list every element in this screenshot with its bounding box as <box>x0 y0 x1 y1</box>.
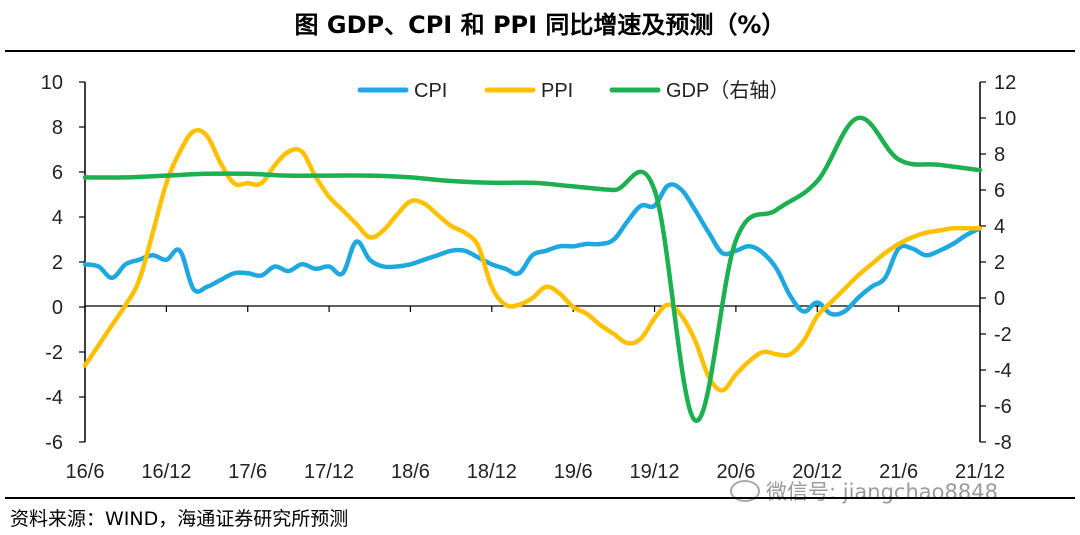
wechat-icon <box>730 480 760 502</box>
right-tick-label: 0 <box>994 288 1005 310</box>
x-tick-label: 17/12 <box>304 461 354 483</box>
left-tick-label: 4 <box>52 207 63 229</box>
x-tick-label: 18/12 <box>467 461 517 483</box>
right-tick-label: 4 <box>994 216 1005 238</box>
source-note: 资料来源：WIND，海通证券研究所预测 <box>10 508 349 530</box>
axes: -6 -4 -2 0 2 4 6 8 10 -8 -6 -4 -2 0 2 4 6 8 10 12 16/6 16/12 1… <box>41 72 1017 483</box>
x-tick-label: 16/6 <box>66 461 105 483</box>
x-tick-label: 16/12 <box>141 461 191 483</box>
x-tick-label: 21/12 <box>955 461 1005 483</box>
legend: CPI PPI GDP（右轴） <box>357 79 789 102</box>
x-tick-label: 18/6 <box>391 461 430 483</box>
watermark: 微信号: jiangchao8848 <box>730 476 998 506</box>
series-line-ppi <box>82 127 983 393</box>
x-tick-label: 19/12 <box>630 461 680 483</box>
left-tick-label: -2 <box>45 342 63 364</box>
right-tick-label: 8 <box>994 144 1005 166</box>
left-tick-label: -4 <box>45 387 63 409</box>
x-tick-label: 17/6 <box>228 461 267 483</box>
right-tick-label: -4 <box>994 360 1012 382</box>
legend-label-gdp右轴: GDP（右轴） <box>666 79 789 102</box>
x-tick-label: 20/12 <box>792 461 842 483</box>
left-tick-label: -6 <box>45 432 63 454</box>
right-tick-label: 12 <box>994 72 1016 94</box>
left-tick-label: 8 <box>52 117 63 139</box>
legend-label-cpi: CPI <box>414 80 447 102</box>
chart-title: 图 GDP、CPI 和 PPI 同比增速及预测（%） <box>294 11 786 39</box>
right-tick-label: 6 <box>994 180 1005 202</box>
left-tick-label: 0 <box>52 297 63 319</box>
x-tick-label: 20/6 <box>716 461 755 483</box>
left-tick-label: 10 <box>41 72 63 94</box>
title-divider <box>5 50 1075 52</box>
right-tick-label: -2 <box>994 324 1012 346</box>
left-tick-label: 2 <box>52 252 63 274</box>
series-lines <box>82 115 983 423</box>
right-tick-label: -8 <box>994 432 1012 454</box>
source-divider <box>5 497 1075 499</box>
legend-label-ppi: PPI <box>541 80 573 102</box>
series-line-gdp右轴 <box>82 115 983 423</box>
x-tick-label: 19/6 <box>554 461 593 483</box>
right-tick-label: 2 <box>994 252 1005 274</box>
x-tick-label: 21/6 <box>879 461 918 483</box>
right-tick-label: 10 <box>994 108 1016 130</box>
series-line-cpi <box>82 182 983 317</box>
right-tick-label: -6 <box>994 396 1012 418</box>
watermark-text: 微信号: jiangchao8848 <box>766 480 998 504</box>
left-tick-label: 6 <box>52 162 63 184</box>
